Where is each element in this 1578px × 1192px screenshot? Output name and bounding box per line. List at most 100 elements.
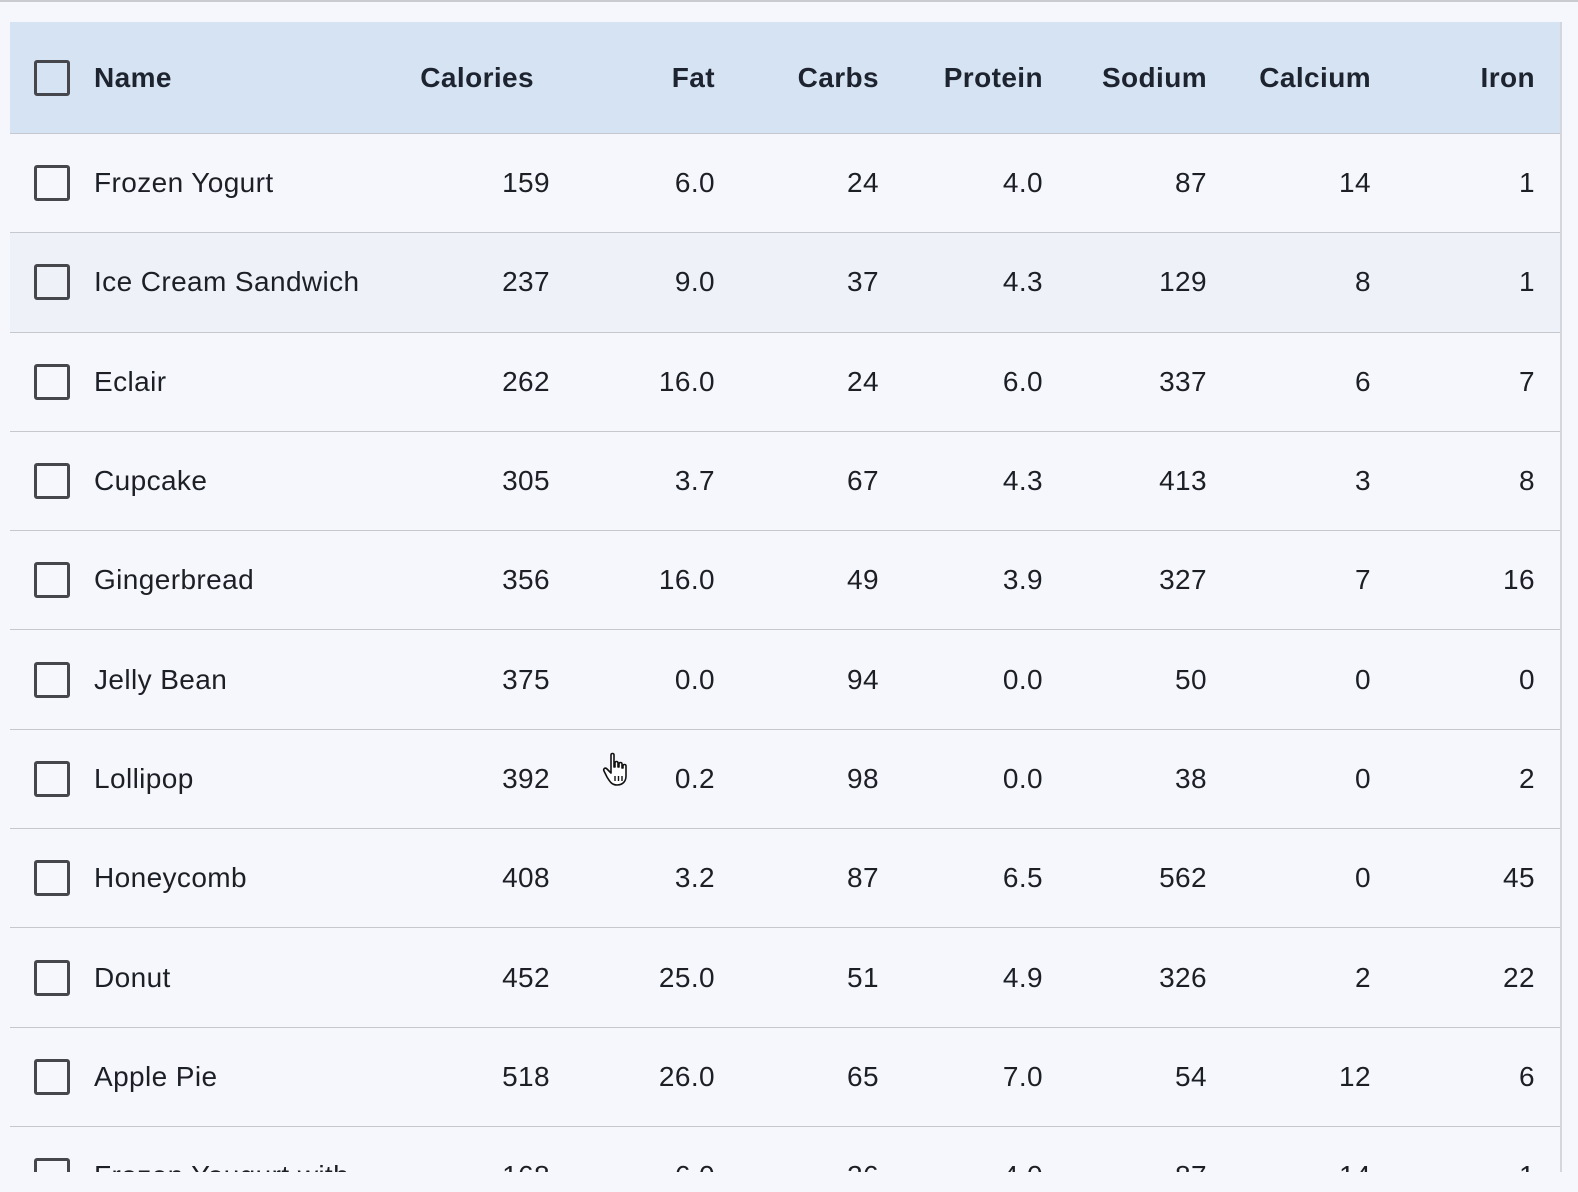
row-checkbox[interactable] — [34, 264, 70, 301]
cell-sodium: 326 — [1159, 961, 1207, 993]
cell-iron: 22 — [1503, 961, 1535, 993]
select-all-cell[interactable] — [10, 59, 94, 96]
select-all-checkbox[interactable] — [34, 59, 70, 96]
cell-iron: 1 — [1371, 1160, 1535, 1172]
row-select-cell[interactable] — [10, 959, 94, 996]
cell-calories: 356 — [502, 564, 550, 596]
cell-fat: 6.0 — [674, 167, 715, 199]
cell-calcium: 6 — [1355, 365, 1371, 397]
cell-carbs: 94 — [847, 663, 879, 695]
row-select-cell[interactable] — [10, 760, 94, 797]
row-select-cell[interactable] — [10, 1058, 94, 1095]
row-checkbox[interactable] — [34, 1158, 70, 1172]
row-checkbox[interactable] — [34, 165, 70, 202]
cell-name: Apple Pie — [94, 1060, 218, 1092]
cell-sodium: 87 — [1043, 1160, 1207, 1172]
cell-calcium: 14 — [1207, 1160, 1371, 1172]
table-row[interactable]: Apple Pie 518 26.0 65 7.0 54 12 6 — [10, 1028, 1560, 1127]
header-fat[interactable]: Fat — [671, 61, 715, 93]
cell-iron: 0 — [1519, 663, 1535, 695]
cell-protein: 0.0 — [1002, 663, 1043, 695]
cell-calories: 237 — [502, 266, 550, 298]
hand-pointer-icon — [602, 752, 627, 786]
cell-protein: 6.0 — [1002, 365, 1043, 397]
cell-calories: 159 — [502, 167, 550, 199]
header-carbs[interactable]: Carbs — [797, 61, 879, 93]
row-checkbox[interactable] — [34, 562, 70, 599]
cell-protein: 4.3 — [1002, 465, 1043, 497]
table-row[interactable]: Eclair 262 16.0 24 6.0 337 6 7 — [10, 333, 1560, 432]
cell-carbs: 98 — [847, 762, 879, 794]
header-calories[interactable]: Calories — [420, 61, 534, 93]
cell-protein: 0.0 — [1002, 762, 1043, 794]
row-select-cell[interactable] — [10, 165, 94, 202]
top-border — [0, 0, 1578, 2]
cell-name: Frozen Yougurt with — [94, 1160, 400, 1172]
cell-calories: 392 — [502, 762, 550, 794]
cell-name: Ice Cream Sandwich — [94, 266, 360, 298]
cell-name: Lollipop — [94, 762, 194, 794]
row-select-cell[interactable] — [10, 661, 94, 698]
table-row[interactable]: Cupcake 305 3.7 67 4.3 413 3 8 — [10, 432, 1560, 532]
row-checkbox[interactable] — [34, 661, 70, 698]
table-row[interactable]: Jelly Bean 375 0.0 94 0.0 50 0 0 — [10, 630, 1560, 730]
cell-carbs: 24 — [847, 167, 879, 199]
cell-name: Frozen Yogurt — [94, 167, 274, 199]
cell-fat: 0.2 — [674, 762, 715, 794]
row-checkbox[interactable] — [34, 463, 70, 500]
header-protein[interactable]: Protein — [943, 61, 1043, 93]
cell-fat: 6.0 — [550, 1160, 715, 1172]
row-select-cell[interactable] — [10, 264, 94, 301]
header-iron[interactable]: Iron — [1480, 61, 1535, 93]
table-row[interactable]: Ice Cream Sandwich 237 9.0 37 4.3 129 8 1 — [10, 233, 1560, 333]
cell-protein: 4.0 — [1002, 167, 1043, 199]
cell-calories: 375 — [502, 663, 550, 695]
cell-iron: 2 — [1519, 762, 1535, 794]
cell-iron: 6 — [1519, 1060, 1535, 1092]
cell-fat: 16.0 — [658, 564, 715, 596]
cell-iron: 45 — [1503, 862, 1535, 894]
cell-carbs: 87 — [847, 862, 879, 894]
cell-name: Cupcake — [94, 465, 208, 497]
cell-calories: 408 — [502, 862, 550, 894]
row-select-cell[interactable] — [10, 562, 94, 599]
row-checkbox[interactable] — [34, 760, 70, 797]
table-row[interactable]: Frozen Yogurt 159 6.0 24 4.0 87 14 1 — [10, 134, 1560, 234]
row-select-cell[interactable] — [10, 463, 94, 500]
header-calcium[interactable]: Calcium — [1259, 61, 1371, 93]
table-row[interactable]: Lollipop 392 0.2 98 0.0 38 0 2 — [10, 730, 1560, 830]
header-sodium[interactable]: Sodium — [1101, 61, 1207, 93]
row-checkbox[interactable] — [34, 363, 70, 400]
cell-calcium: 2 — [1355, 961, 1371, 993]
cell-calcium: 0 — [1355, 862, 1371, 894]
row-checkbox[interactable] — [34, 1058, 70, 1095]
cell-calcium: 12 — [1339, 1060, 1371, 1092]
table-row[interactable]: Donut 452 25.0 51 4.9 326 2 22 — [10, 928, 1560, 1028]
row-select-cell[interactable] — [10, 1158, 94, 1172]
cell-name: Honeycomb — [94, 862, 248, 894]
row-checkbox[interactable] — [34, 959, 70, 996]
row-checkbox[interactable] — [34, 860, 70, 897]
cell-calcium: 8 — [1355, 266, 1371, 298]
table-row[interactable]: Gingerbread 356 16.0 49 3.9 327 7 16 — [10, 531, 1560, 631]
cell-calcium: 3 — [1355, 465, 1371, 497]
row-select-cell[interactable] — [10, 860, 94, 897]
cell-fat: 16.0 — [658, 365, 715, 397]
cell-protein: 4.3 — [1002, 266, 1043, 298]
cell-carbs: 49 — [847, 564, 879, 596]
nutrition-table: Name Calories Fat Carbs Protein Sodium C… — [10, 22, 1560, 1172]
cell-name: Donut — [94, 961, 171, 993]
table-row[interactable]: Honeycomb 408 3.2 87 6.5 562 0 45 — [10, 829, 1560, 929]
cell-calories: 452 — [502, 961, 550, 993]
cell-carbs: 51 — [847, 961, 879, 993]
cell-fat: 0.0 — [674, 663, 715, 695]
cell-sodium: 337 — [1159, 365, 1207, 397]
row-select-cell[interactable] — [10, 363, 94, 400]
cell-fat: 3.7 — [674, 465, 715, 497]
cell-fat: 3.2 — [674, 862, 715, 894]
cell-carbs: 26 — [715, 1160, 879, 1172]
header-name[interactable]: Name — [94, 61, 172, 93]
cell-carbs: 67 — [847, 465, 879, 497]
cell-protein: 4.0 — [879, 1160, 1043, 1172]
